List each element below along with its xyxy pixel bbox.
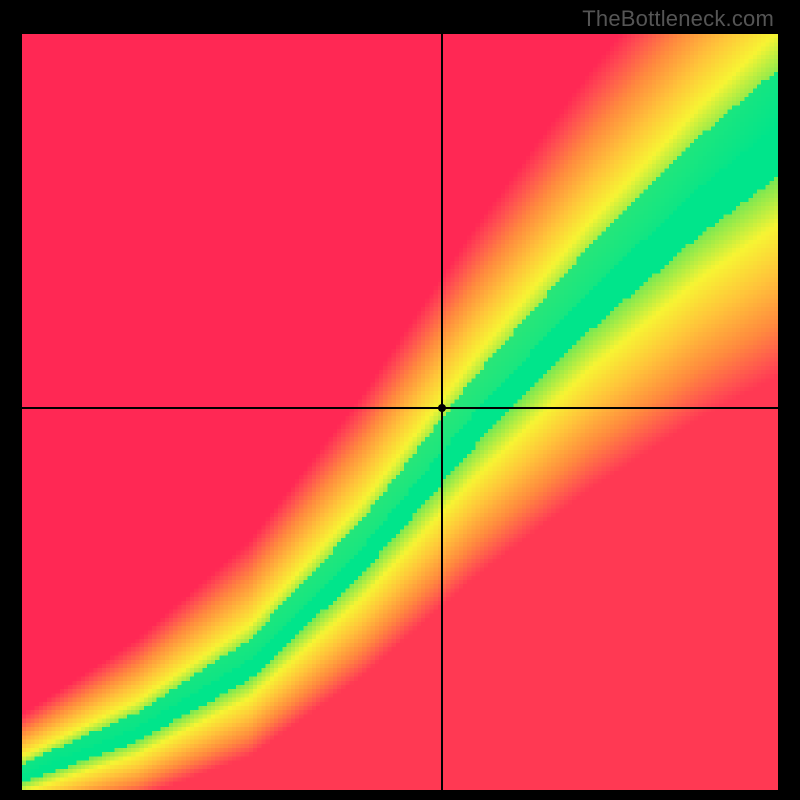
chart-container: TheBottleneck.com	[0, 0, 800, 800]
plot-area	[22, 34, 778, 790]
marker-point	[438, 404, 446, 412]
crosshair-horizontal	[22, 407, 778, 409]
heatmap-canvas	[22, 34, 778, 790]
watermark-text: TheBottleneck.com	[582, 6, 774, 32]
